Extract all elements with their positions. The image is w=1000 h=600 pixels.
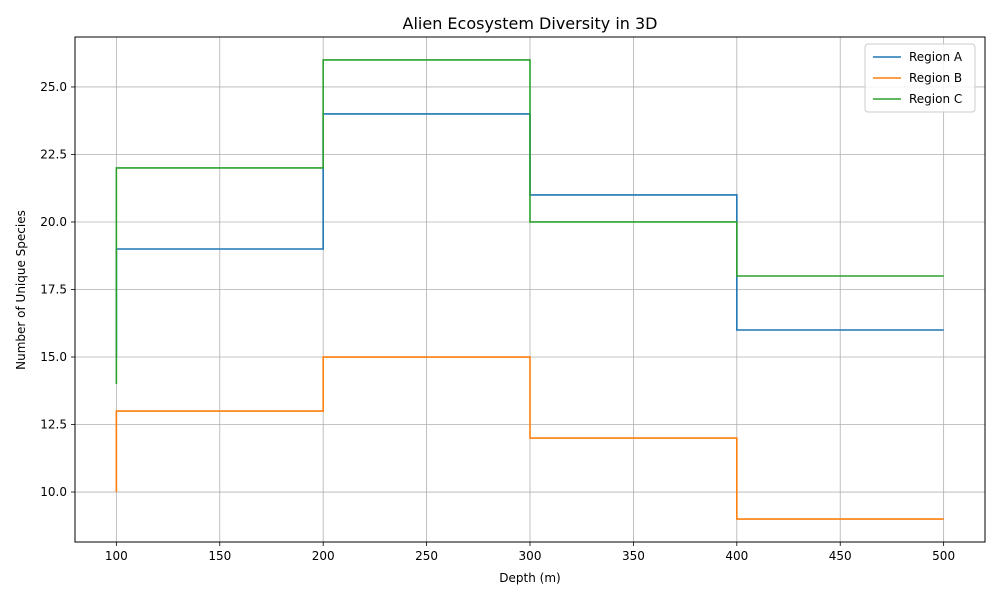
series-group <box>115 59 944 520</box>
y-tick-label: 20.0 <box>40 215 67 229</box>
y-axis: 10.0 12.5 15.0 17.5 20.0 22.5 25.0 <box>40 80 75 499</box>
x-tick-label: 450 <box>829 549 852 563</box>
x-tick-label: 350 <box>622 549 645 563</box>
series-line-2 <box>115 356 944 520</box>
y-tick-label: 12.5 <box>40 418 67 432</box>
legend-label: Region A <box>909 50 963 64</box>
x-axis: 100 150 200 250 300 350 400 450 500 <box>105 542 955 563</box>
y-tick-label: 15.0 <box>40 350 67 364</box>
legend: Region A Region B Region C <box>864 43 976 113</box>
chart-title: Alien Ecosystem Diversity in 3D <box>403 14 658 33</box>
series-line-3 <box>115 59 944 385</box>
legend-label: Region C <box>909 92 962 106</box>
x-tick-label: 100 <box>105 549 128 563</box>
y-tick-label: 10.0 <box>40 485 67 499</box>
y-tick-label: 17.5 <box>40 283 67 297</box>
y-tick-label: 25.0 <box>40 80 67 94</box>
x-tick-label: 500 <box>932 549 955 563</box>
x-axis-label: Depth (m) <box>499 571 560 585</box>
x-tick-label: 250 <box>415 549 438 563</box>
x-tick-label: 200 <box>312 549 335 563</box>
x-tick-label: 300 <box>519 549 542 563</box>
y-axis-label: Number of Unique Species <box>14 210 28 370</box>
legend-label: Region B <box>909 71 962 85</box>
x-tick-label: 150 <box>208 549 231 563</box>
legend-box <box>864 43 976 113</box>
x-tick-label: 400 <box>725 549 748 563</box>
y-tick-label: 22.5 <box>40 147 67 161</box>
